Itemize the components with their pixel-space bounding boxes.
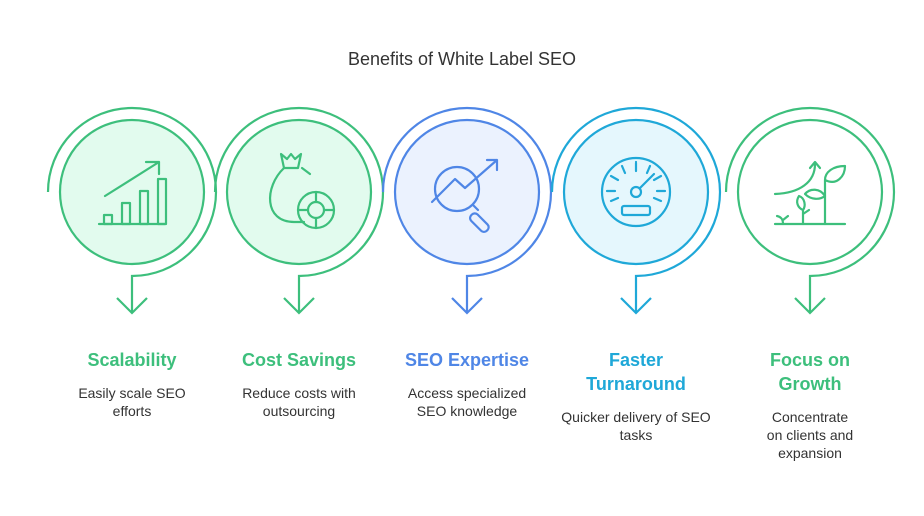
inner-circle <box>58 118 206 266</box>
diagram-title: Benefits of White Label SEO <box>347 49 577 69</box>
outer-ring-arrow <box>550 106 722 315</box>
outer-ring-arrow <box>724 106 896 315</box>
speedometer-icon <box>600 156 672 228</box>
outer-ring-arrow <box>381 106 553 315</box>
step-description: Easily scale SEO efforts <box>78 385 186 419</box>
step-1-graphic <box>46 106 218 315</box>
step-description: Reduce costs with outsourcing <box>242 385 356 419</box>
step-description: Access specialized SEO knowledge <box>407 385 527 419</box>
step-4-label: Faster Turnaround Quicker delivery of SEO… <box>561 348 711 444</box>
inner-circle <box>225 118 373 266</box>
inner-circle <box>393 118 541 266</box>
outer-ring-arrow <box>46 106 218 315</box>
magnifier-trend-icon <box>430 158 499 234</box>
step-description: Quicker delivery of SEO tasks <box>561 409 711 443</box>
step-title: Faster Turnaround <box>586 350 686 394</box>
step-5-graphic <box>724 106 896 315</box>
step-5-label: Focus on Growth Concentrate on clients an… <box>735 348 885 462</box>
step-title: SEO Expertise <box>404 350 530 370</box>
step-title: Focus on Growth <box>770 350 850 394</box>
step-title: Cost Savings <box>241 350 357 370</box>
step-2-graphic <box>213 106 385 315</box>
step-4-graphic <box>550 106 722 315</box>
bar-chart-growth-icon <box>97 160 168 226</box>
inner-circle <box>562 118 710 266</box>
step-3-graphic <box>381 106 553 315</box>
outer-ring-arrow <box>213 106 385 315</box>
plant-growth-icon <box>773 160 847 226</box>
step-3-label: SEO Expertise Access specialized SEO know… <box>392 348 542 420</box>
money-bag-icon <box>269 152 336 230</box>
inner-circle <box>736 118 884 266</box>
step-title: Scalability <box>87 350 177 370</box>
step-1-label: Scalability Easily scale SEO efforts <box>57 348 207 420</box>
step-2-label: Cost Savings Reduce costs with outsourcin… <box>224 348 374 420</box>
step-description: Concentrate on clients and expansion <box>766 409 854 461</box>
